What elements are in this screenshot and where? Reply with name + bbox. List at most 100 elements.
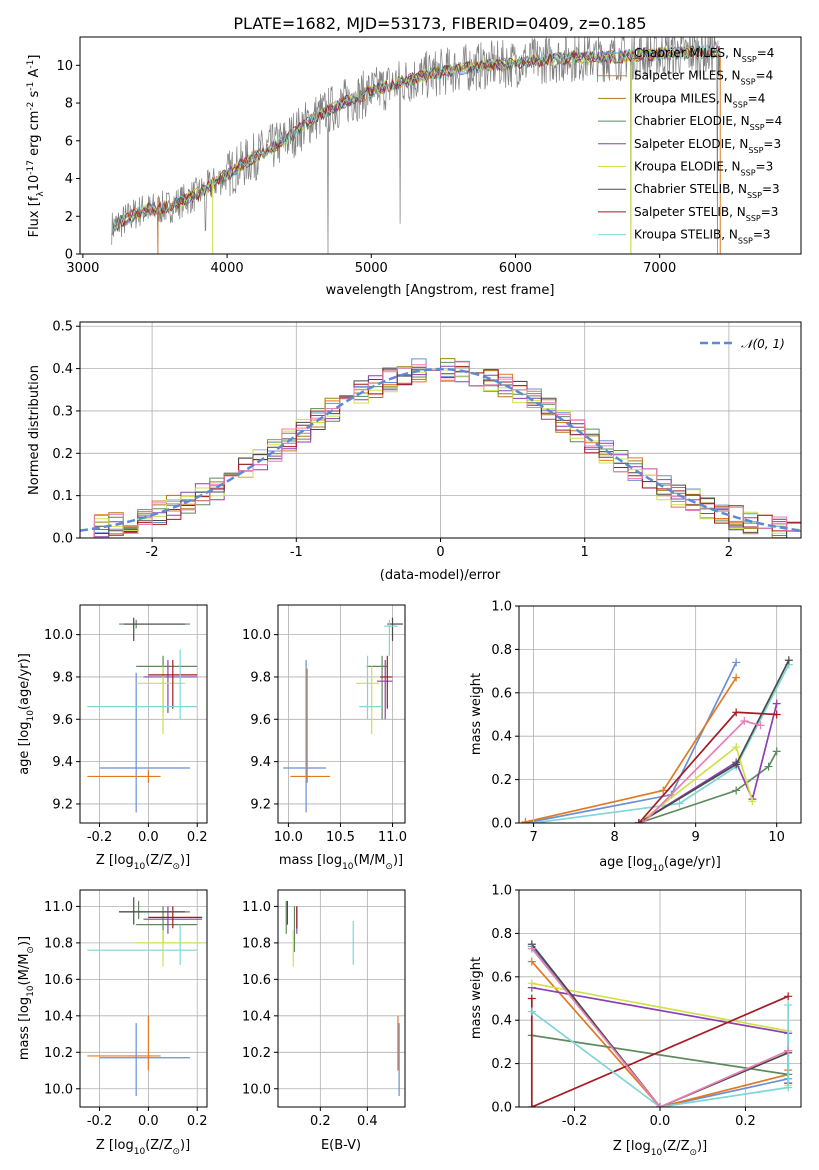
- legend-label: Chabrier MILES, NSSP=4: [634, 46, 774, 64]
- x-tick-label: 2: [725, 545, 733, 560]
- y-tick-label: 0.0: [491, 817, 512, 832]
- x-tick-label: 10: [768, 830, 785, 845]
- y-tick-label: 10.8: [242, 936, 271, 951]
- y-axis-label: age [log10(age/yr)]: [17, 653, 36, 775]
- weight-marker: [529, 819, 538, 823]
- x-tick-label: 3000: [66, 261, 99, 276]
- label-part: -1: [26, 60, 36, 69]
- residual-histogram: [80, 361, 801, 538]
- mass-vs-extinction-axes: 0.2 0.4 10.0 10.2 10.4 10.6 10.8 11.0 E(B-V): [242, 889, 406, 1153]
- y-tick-label: 10.4: [44, 1009, 73, 1024]
- y-tick-label: 9.2: [52, 797, 73, 812]
- legend-label-tail: =3: [753, 228, 771, 242]
- legend-gaussian-label: 𝒩(0, 1): [741, 337, 785, 351]
- y-tick-label: 9.6: [250, 713, 271, 728]
- plot-area: [80, 358, 801, 538]
- x-tick-label: 0.0: [138, 1114, 159, 1129]
- y-tick-label: 10.0: [242, 1082, 271, 1097]
- y-tick-label: 9.6: [52, 713, 73, 728]
- x-tick-label: 1: [581, 545, 589, 560]
- axes-frame: [518, 605, 802, 824]
- gaussian-curve: [80, 367, 801, 532]
- label-part: 10: [342, 862, 354, 872]
- legend-label-sub: SSP: [741, 168, 756, 177]
- legend-label-tail: =3: [756, 160, 774, 174]
- y-tick-label: 0.4: [491, 1014, 512, 1029]
- x-tick-label: 9: [692, 830, 700, 845]
- y-tick-label: 1.0: [491, 600, 512, 615]
- legend-label-sub: SSP: [746, 213, 761, 222]
- y-axis-label: Flux [fλ10-17 erg cm-2 s-1 A-1]: [26, 55, 46, 238]
- figure-title: PLATE=1682, MJD=53173, FIBERID=0409, z=0…: [233, 14, 646, 33]
- legend-label-tail: =3: [762, 182, 780, 196]
- y-tick-label: 10.6: [242, 973, 271, 988]
- label-part: ]: [27, 55, 42, 60]
- label-part: ⊙: [689, 1148, 697, 1158]
- x-tick-label: 11.0: [378, 830, 407, 845]
- legend-label-tail: =3: [763, 137, 781, 151]
- label-part: )]: [17, 936, 32, 946]
- age-vs-mass-axes: 10.0 10.5 11.0 9.2 9.4 9.6 9.8 10.0 mass [log10(…: [242, 604, 407, 872]
- legend-label-main: Kroupa STELIB, N: [634, 228, 738, 242]
- y-tick-label: 0.8: [491, 643, 512, 658]
- y-tick-label: 10.0: [44, 1082, 73, 1097]
- axes-frame: [277, 604, 406, 824]
- legend-label-main: Kroupa ELODIE, N: [634, 160, 741, 174]
- x-tick-label: -1: [290, 545, 303, 560]
- label-part: 10: [27, 175, 42, 192]
- x-axis-label: Z [log10(Z/Z⊙)]: [613, 1139, 707, 1158]
- legend-label-sub: SSP: [742, 55, 757, 64]
- x-axis-label: Z [log10(Z/Z⊙)]: [96, 1138, 190, 1157]
- label-part: s: [27, 90, 42, 101]
- plot-area: [87, 897, 203, 1097]
- x-axis-label: age [log10(age/yr)]: [599, 855, 721, 874]
- age-vs-metallicity-axes: -0.2 0.0 0.29.29.49.69.810.0Z [log10(Z/Z⊙)…: [17, 604, 208, 872]
- y-tick-label: 4: [65, 172, 73, 187]
- x-tick-label: 0.4: [357, 1114, 378, 1129]
- model-spectrum-line: [111, 45, 720, 235]
- legend-label-tail: =4: [757, 46, 775, 60]
- weight-marker: [772, 699, 781, 708]
- x-tick-label: -0.2: [562, 1114, 587, 1129]
- label-part: Z/: [150, 1138, 164, 1153]
- y-tick-label: 0.1: [52, 489, 73, 504]
- axes-frame: [277, 889, 406, 1108]
- label-part: Z: [164, 1138, 173, 1153]
- weight-line: [525, 662, 737, 823]
- y-tick-label: 0.2: [52, 447, 73, 462]
- weight-marker: [732, 673, 741, 682]
- label-part: Z: [681, 1139, 690, 1154]
- y-tick-label: 6: [65, 134, 73, 149]
- label-part: 10: [134, 862, 146, 872]
- label-part: Z [log: [613, 1139, 651, 1154]
- x-tick-label: 0.0: [138, 830, 159, 845]
- y-tick-label: 10.6: [44, 973, 73, 988]
- weight-marker: [659, 786, 668, 795]
- label-part: 10: [26, 985, 36, 997]
- y-tick-label: 0.4: [52, 362, 73, 377]
- y-tick-label: 10.4: [242, 1009, 271, 1024]
- y-tick-label: 11.0: [44, 900, 73, 915]
- plot-area: [87, 617, 198, 813]
- x-tick-label: 0.2: [735, 1114, 756, 1129]
- weight-marker: [527, 1007, 536, 1016]
- label-part: (: [662, 1139, 667, 1154]
- label-part: 10: [134, 1147, 146, 1157]
- x-axis-label: mass [log10(M/M⊙)]: [279, 853, 403, 872]
- axes-frame: [79, 36, 802, 255]
- spectrum-axes: 3000 4000 5000 6000 7000 0 2 4 6 8 10 Chabrier MILE…: [26, 36, 802, 298]
- label-part: mass [log: [279, 853, 342, 868]
- y-tick-label: 11.0: [242, 900, 271, 915]
- y-tick-label: 9.4: [250, 755, 271, 770]
- weight-line: [530, 995, 789, 1107]
- plot-area: [283, 617, 403, 813]
- y-tick-label: 0: [65, 248, 73, 263]
- label-part: ⊙: [172, 862, 180, 872]
- plot-area: [527, 940, 793, 1107]
- weight-marker: [732, 743, 741, 752]
- histogram-axes: -2 -1 0 1 2 0.0 0.1 0.2 0.3 0.4 0.5 𝒩(0, 1) (data-mo…: [27, 320, 802, 583]
- weight-marker: [772, 710, 781, 719]
